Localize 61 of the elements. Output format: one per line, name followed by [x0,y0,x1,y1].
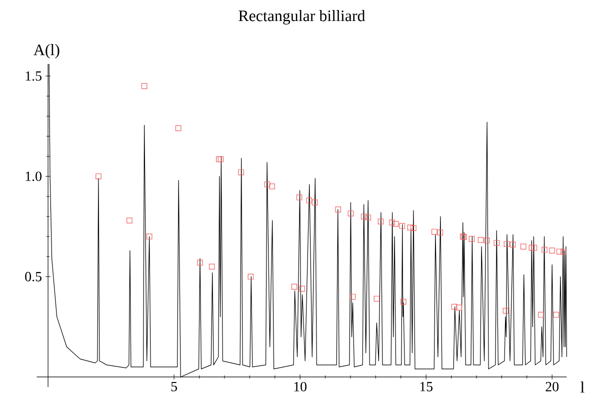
point [335,206,342,212]
point [451,304,458,310]
point [456,304,462,310]
y-tick-label: 1.5 [26,71,42,81]
point [365,214,372,220]
point [538,312,544,318]
point [410,225,416,231]
point [175,125,182,132]
point [556,248,562,254]
point [378,218,384,224]
x-tick-label: 5 [171,382,178,392]
x-tick-label: 15 [420,382,433,392]
point [542,246,548,253]
point [504,241,510,247]
y-axis-title: A(l) [34,44,60,58]
point [291,284,298,290]
point [510,242,516,248]
point [197,260,203,266]
point [216,156,222,162]
point [553,312,560,318]
point [478,237,484,243]
point [264,181,270,188]
point [296,194,302,200]
point [348,210,354,216]
point [531,244,538,251]
point [389,220,395,226]
point [350,294,356,300]
y-tick-label: 0.5 [25,272,42,282]
point [306,198,312,204]
point [399,223,406,229]
point [141,83,148,89]
point [374,296,380,302]
point [392,221,399,227]
point [468,236,475,242]
point [502,308,509,314]
point [96,173,102,180]
chart-title: Rectangular billiard [238,10,366,24]
point [560,248,566,255]
point [528,244,535,251]
point [238,169,244,176]
point [400,298,406,305]
point [208,264,215,270]
y-tick-label: 1.0 [26,172,42,182]
point [437,230,444,236]
x-tick-label: 20 [546,382,559,392]
point [494,240,500,246]
point [146,234,152,240]
point [520,244,526,250]
point [218,156,224,162]
point [126,218,132,224]
point [484,238,490,244]
point [312,200,318,206]
point [248,274,254,280]
x-tick-label: 10 [294,382,307,392]
point [360,214,367,220]
point [432,228,438,235]
point [549,248,555,254]
point [299,286,305,292]
x-axis-title: l [580,381,584,393]
point [407,224,414,230]
point [269,183,275,190]
